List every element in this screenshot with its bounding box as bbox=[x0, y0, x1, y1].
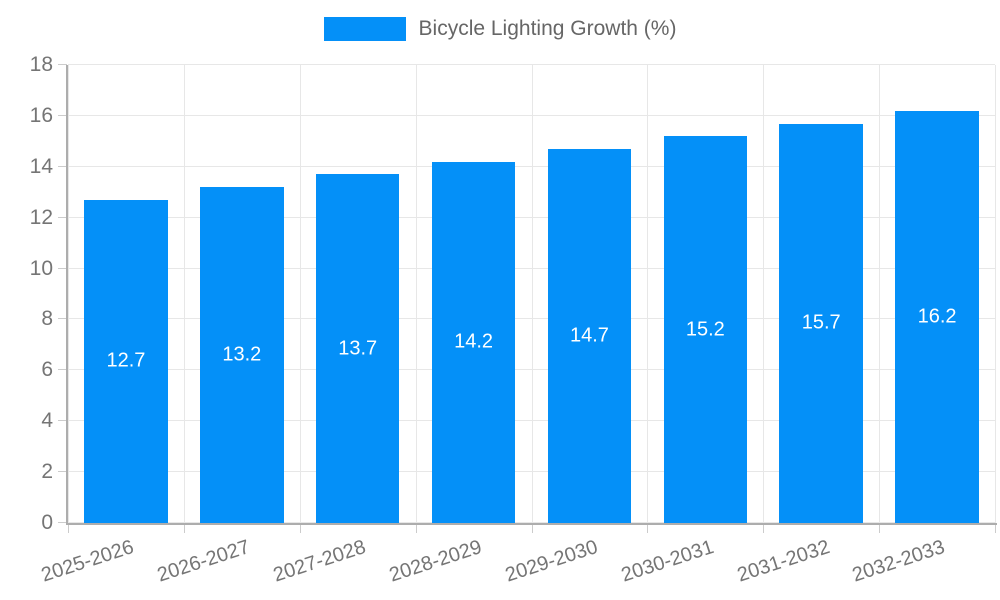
legend-swatch bbox=[323, 17, 406, 41]
bar-value-label: 16.2 bbox=[917, 305, 957, 328]
x-axis-tick bbox=[183, 523, 185, 533]
bar: 15.7 bbox=[779, 123, 863, 523]
gridline-vertical bbox=[415, 65, 417, 523]
gridline-vertical bbox=[879, 65, 881, 523]
y-tick-label: 10 bbox=[29, 256, 53, 280]
x-tick-label: 2025-2026 bbox=[38, 536, 137, 587]
bar-value-label: 15.7 bbox=[801, 311, 841, 334]
chart-legend[interactable]: Bicycle Lighting Growth (%) bbox=[0, 17, 1000, 41]
gridline-vertical bbox=[763, 65, 765, 523]
y-axis-tick bbox=[58, 267, 67, 269]
bar-value-label: 13.7 bbox=[338, 337, 378, 360]
bar-value-label: 14.2 bbox=[454, 330, 494, 353]
bar-slot: 13.7 bbox=[300, 65, 416, 523]
x-axis-line bbox=[66, 523, 997, 525]
y-axis-tick bbox=[58, 522, 67, 523]
bar-slot: 15.7 bbox=[763, 65, 879, 523]
x-tick-label: 2029-2030 bbox=[502, 536, 601, 587]
bar: 13.2 bbox=[200, 187, 284, 523]
bar-value-label: 12.7 bbox=[106, 349, 146, 372]
gridline-vertical bbox=[647, 65, 649, 523]
y-tick-label: 14 bbox=[29, 154, 53, 178]
bar-slot: 14.2 bbox=[416, 65, 532, 523]
y-tick-label: 18 bbox=[29, 53, 53, 76]
bar-value-label: 14.7 bbox=[569, 324, 609, 347]
bar-slot: 12.7 bbox=[68, 65, 184, 523]
y-tick-label: 2 bbox=[41, 460, 53, 484]
plot-area: 0 2 4 6 8 10 12 14 16 18 12.7 2025-2026 13.2 2026-202… bbox=[30, 53, 997, 586]
bar-value-label: 15.2 bbox=[685, 318, 725, 341]
y-tick-label: 12 bbox=[29, 205, 53, 229]
y-axis-tick bbox=[58, 165, 67, 167]
bar-slot: 13.2 bbox=[184, 65, 300, 523]
legend-label: Bicycle Lighting Growth (%) bbox=[418, 17, 677, 40]
x-axis-tick bbox=[763, 523, 765, 533]
x-tick-label: 2030-2031 bbox=[618, 536, 717, 587]
x-axis-tick bbox=[995, 523, 996, 533]
x-axis-tick bbox=[415, 523, 417, 533]
x-axis-tick bbox=[879, 523, 881, 533]
bar-slot: 16.2 bbox=[879, 65, 995, 523]
y-axis-tick bbox=[58, 369, 67, 371]
bar-slot: 14.7 bbox=[532, 65, 648, 523]
y-axis-tick bbox=[58, 318, 67, 320]
y-tick-label: 8 bbox=[41, 307, 53, 331]
y-tick-label: 6 bbox=[41, 358, 53, 382]
y-tick-label: 0 bbox=[41, 511, 53, 534]
x-tick-label: 2027-2028 bbox=[270, 536, 369, 587]
bar-slot: 15.2 bbox=[647, 65, 763, 523]
bar: 13.7 bbox=[315, 174, 400, 523]
gridline-vertical bbox=[68, 65, 69, 523]
y-axis-tick bbox=[58, 471, 67, 473]
y-axis-tick bbox=[58, 114, 67, 116]
y-tick-label: 4 bbox=[41, 409, 53, 433]
y-axis-tick bbox=[58, 216, 67, 218]
x-tick-label: 2026-2027 bbox=[154, 536, 253, 587]
gridline-horizontal bbox=[68, 64, 995, 65]
bar: 16.2 bbox=[895, 110, 979, 523]
bar: 14.7 bbox=[547, 148, 632, 523]
gridline-vertical bbox=[183, 65, 185, 523]
bar: 14.2 bbox=[431, 161, 516, 523]
x-axis-tick bbox=[68, 523, 69, 533]
y-axis-line bbox=[66, 65, 68, 523]
x-tick-label: 2031-2032 bbox=[734, 536, 832, 587]
x-tick-label: 2032-2033 bbox=[850, 536, 948, 587]
x-axis-tick bbox=[647, 523, 649, 533]
y-tick-label: 16 bbox=[29, 103, 53, 127]
bar: 12.7 bbox=[84, 199, 168, 523]
gridline-vertical bbox=[995, 65, 996, 523]
y-axis-tick bbox=[58, 420, 67, 422]
y-axis-tick bbox=[58, 64, 67, 65]
gridline-vertical bbox=[299, 65, 301, 523]
gridline-vertical bbox=[531, 65, 533, 523]
x-axis-tick bbox=[299, 523, 301, 533]
bar-value-label: 13.2 bbox=[222, 343, 262, 366]
x-axis-tick bbox=[531, 523, 533, 533]
bar: 15.2 bbox=[663, 136, 748, 523]
x-tick-label: 2028-2029 bbox=[386, 536, 485, 587]
